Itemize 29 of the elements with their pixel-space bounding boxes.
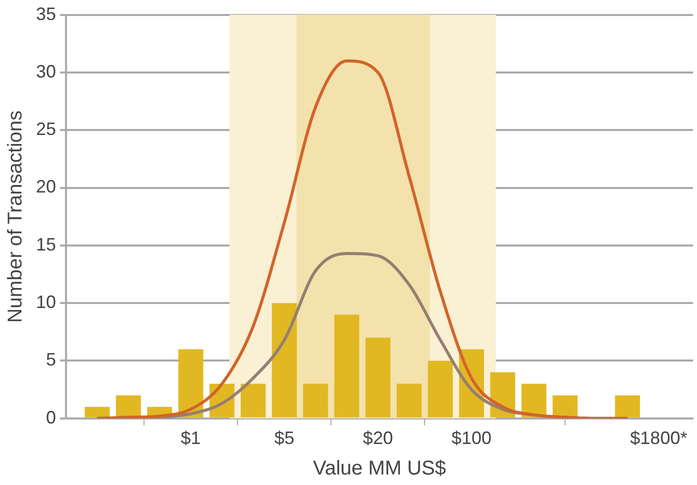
bar <box>521 384 546 418</box>
x-tick-label: $5 <box>274 428 294 448</box>
y-tick-label: 5 <box>46 350 56 370</box>
x-tick-label: $20 <box>362 428 393 448</box>
y-tick-label: 20 <box>36 176 56 197</box>
x-axis-title: Value MM US$ <box>313 458 446 480</box>
x-tick-label: $100 <box>452 428 492 448</box>
bar <box>116 395 141 418</box>
bar <box>303 384 328 418</box>
line-series <box>96 59 629 418</box>
bar <box>615 395 640 418</box>
y-tick-label: 30 <box>36 61 56 82</box>
bar <box>396 384 422 418</box>
bar <box>365 338 390 418</box>
bar <box>240 384 266 418</box>
bar <box>552 395 578 418</box>
y-tick-label: 15 <box>36 234 56 254</box>
bar <box>84 406 110 418</box>
y-tick-label: 25 <box>36 119 56 140</box>
x-tick-label: $1800* <box>630 428 688 448</box>
bar <box>334 314 360 418</box>
bar <box>272 303 297 418</box>
bar <box>178 349 204 418</box>
bar <box>428 360 453 418</box>
x-tick-label: $1 <box>180 428 201 448</box>
y-axis-title: Number of Transactions <box>4 110 27 323</box>
y-tick-label: 10 <box>36 292 56 312</box>
y-tick-label: 35 <box>36 4 56 24</box>
y-tick-label: 0 <box>46 407 56 428</box>
